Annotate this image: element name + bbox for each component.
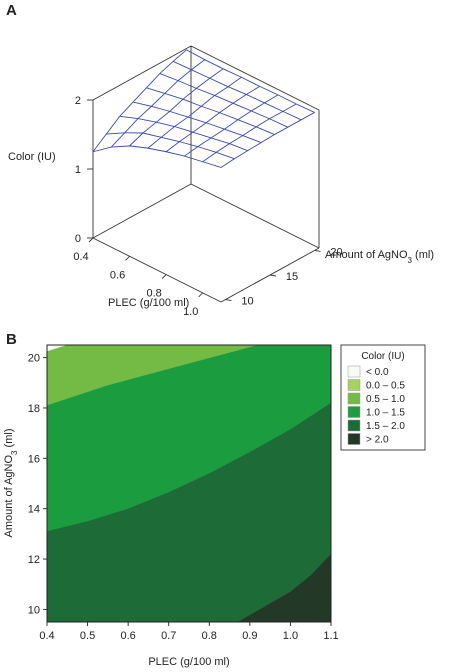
mesh-line <box>129 68 224 147</box>
mesh-line <box>172 60 302 121</box>
legend-entry-label: 0.5 – 1.0 <box>366 394 405 405</box>
y-tick-label: 10 <box>28 604 40 616</box>
region-1.0-1.5 <box>47 345 331 532</box>
box-edge <box>92 45 192 101</box>
x-tick <box>198 292 204 298</box>
surface-y-axis-label: Amount of AgNO3 (ml) <box>325 249 434 265</box>
y-tick-label: 15 <box>286 271 298 283</box>
x-tick-label: 0.9 <box>242 630 257 642</box>
y-tick-label: 20 <box>330 246 342 258</box>
legend-title: Color (IU) <box>361 351 404 362</box>
mesh-line <box>220 112 315 168</box>
legend-swatch <box>347 406 361 418</box>
mesh-line <box>147 76 242 149</box>
box-edge <box>92 237 222 303</box>
contour-fills <box>47 345 331 622</box>
legend-swatch <box>347 379 361 391</box>
x-tick-label: 0.5 <box>80 630 95 642</box>
legend-swatch <box>347 392 361 405</box>
y-tick-label: 18 <box>28 403 40 415</box>
x-tick-label: 0.8 <box>146 288 161 300</box>
z-tick-label: 1 <box>75 164 81 176</box>
contour-legend: Color (IU) < 0.0 0.0 – 0.5 0.5 – 1.0 1.0 – … <box>340 344 426 451</box>
mesh-line <box>165 86 260 153</box>
y-tick-label: 12 <box>28 554 40 566</box>
mesh-line <box>106 132 235 160</box>
panel-label-a: A <box>6 2 17 19</box>
legend-entry-label: 1.5 – 2.0 <box>366 421 405 432</box>
x-tick-label: 1.1 <box>323 630 338 642</box>
legend-entry-label: 0.0 – 0.5 <box>366 381 405 392</box>
contour-ticks: 0.4 0.5 0.6 0.7 0.8 0.9 1.0 1.1 10 12 14 16 18 20 <box>28 353 339 642</box>
y-tick <box>225 299 232 301</box>
legend-swatch <box>347 419 361 432</box>
z-tick-label: 0 <box>75 233 81 245</box>
legend-entry-label: 1.0 – 1.5 <box>366 408 405 419</box>
mesh-line <box>92 145 222 168</box>
y-tick-label: 20 <box>28 353 40 365</box>
region-below-0.5 <box>47 345 68 352</box>
region-0.5-1.0 <box>47 345 258 406</box>
z-tick-label: 2 <box>75 95 81 107</box>
region-above-2.0 <box>237 554 331 622</box>
x-tick-label: 0.7 <box>161 630 176 642</box>
panel-label-b: B <box>6 331 17 348</box>
surface-mesh <box>92 49 315 168</box>
legend-swatch <box>347 365 361 378</box>
contour-plot: 0.4 0.5 0.6 0.7 0.8 0.9 1.0 1.1 10 12 14 16 18 20 PLE… <box>3 344 426 668</box>
mesh-line <box>132 101 262 144</box>
x-tick-label: 0.4 <box>39 630 54 642</box>
mesh-line <box>119 115 248 152</box>
legend-swatch <box>347 433 361 445</box>
x-tick-label: 1.0 <box>283 630 298 642</box>
y-tick <box>314 250 321 252</box>
mesh-line <box>202 103 297 163</box>
box-edge <box>190 45 320 111</box>
mesh-line <box>159 73 289 128</box>
x-tick-label: 0.6 <box>110 269 125 281</box>
x-tick-label: 0.8 <box>202 630 217 642</box>
x-tick-label: 0.6 <box>120 630 135 642</box>
surface-bounding-box <box>92 45 320 303</box>
y-tick-label: 16 <box>28 453 40 465</box>
box-edge <box>92 183 192 239</box>
y-tick <box>269 274 277 277</box>
box-edge <box>190 183 320 249</box>
y-tick-label: 10 <box>241 296 253 308</box>
x-tick-label: 1.0 <box>183 306 198 318</box>
x-tick-label: 0.4 <box>73 251 88 263</box>
surface-ticks: 0 1 2 0.4 0.6 0.8 1.0 10 15 20 <box>73 95 342 318</box>
surface-x-axis-label: PLEC (g/100 ml) <box>108 297 189 309</box>
contour-y-axis-label: Amount of AgNO3 (ml) <box>3 429 19 538</box>
y-tick-label: 14 <box>28 504 40 516</box>
contour-x-axis-label: PLEC (g/100 ml) <box>148 656 229 668</box>
mesh-line <box>186 49 315 113</box>
x-tick <box>161 274 167 279</box>
legend-entry-label: > 2.0 <box>366 435 389 446</box>
mesh-line <box>184 94 279 157</box>
mesh-line <box>92 49 187 153</box>
legend-entry-label: < 0.0 <box>366 367 389 378</box>
contour-plot-frame <box>46 344 332 623</box>
surface-z-axis-label: Color (IU) <box>8 151 56 163</box>
mesh-line <box>146 87 275 135</box>
surface-plot: 0 1 2 0.4 0.6 0.8 1.0 10 15 20 Color (IU) PLEC (g… <box>8 45 434 318</box>
x-tick <box>88 237 94 243</box>
mesh-line <box>110 59 206 148</box>
x-tick <box>125 255 130 261</box>
